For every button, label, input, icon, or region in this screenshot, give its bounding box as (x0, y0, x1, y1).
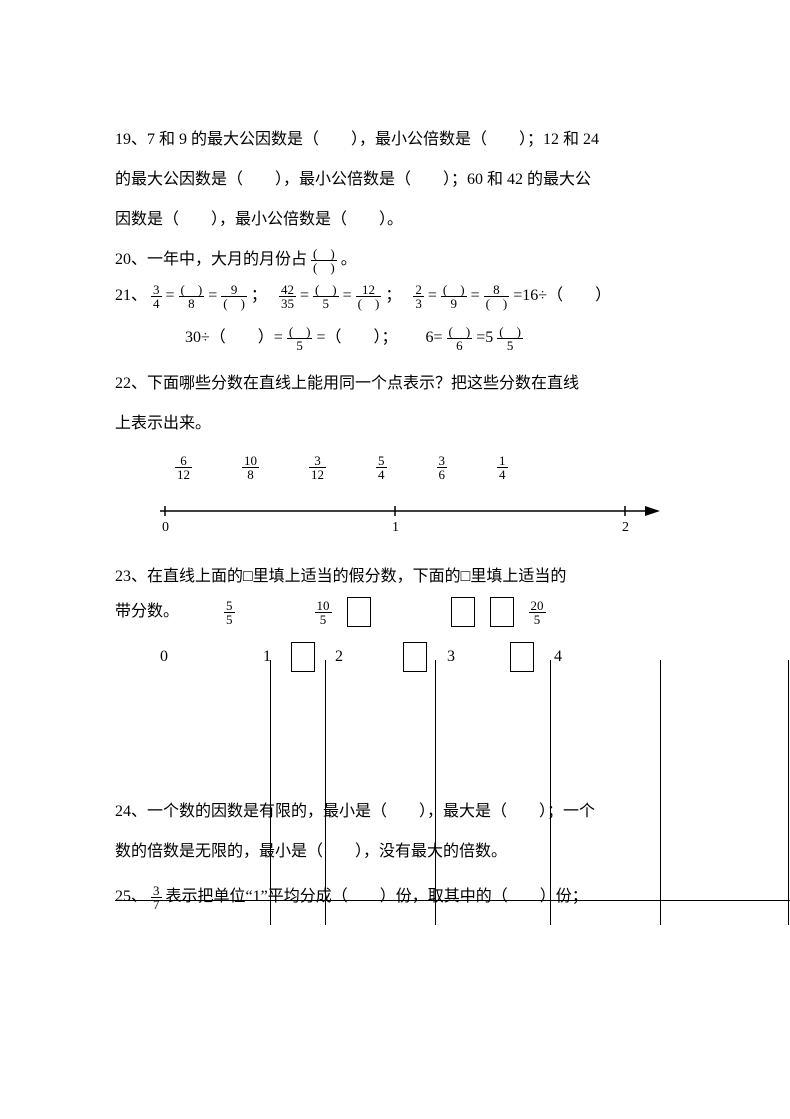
q19-line3: 因数是（ ），最小公倍数是（ ）。 (115, 200, 675, 240)
q23-top-row: 带分数。 55 105 205 (210, 597, 675, 627)
horizontal-line-artifact (115, 900, 790, 901)
q22-numberline: 0 1 2 (155, 496, 675, 552)
q24-line2: 数的倍数是无限的，最小是（ ），没有最大的倍数。 (115, 832, 675, 872)
q20: 20、一年中，大月的月份占 ( )( ) 。 (115, 240, 675, 280)
svg-text:2: 2 (622, 520, 629, 535)
q25: 25、 37 表示把单位“1”平均分成（ ）份，取其中的（ ）份； (115, 877, 675, 917)
blank-box[interactable] (403, 642, 427, 672)
q22-fractions: 612 108 312 54 36 14 (175, 454, 675, 481)
q21-line1: 21、 34 = ( )8 = 9( ) ； 4235 = ( )5 = 12(… (115, 280, 675, 312)
q19-line1: 19、7 和 9 的最大公因数是（ ），最小公倍数是（ ）；12 和 24 (115, 120, 675, 160)
q22-line1: 22、下面哪些分数在直线上能用同一个点表示？把这些分数在直线 (115, 364, 675, 404)
blank-box[interactable] (451, 597, 475, 627)
q21-line2: 30÷（ ）= ( )5 =（ ）； 6= ( )6 =5 ( )5 (185, 322, 675, 354)
q19-line2: 的最大公因数是（ ），最小公倍数是（ ）；60 和 42 的最大公 (115, 160, 675, 200)
q23-bottom-row: 0 1 2 3 4 (160, 642, 675, 672)
svg-text:0: 0 (162, 520, 169, 535)
blank-box[interactable] (490, 597, 514, 627)
q23-line1: 23、在直线上面的□里填上适当的假分数，下面的□里填上适当的 (115, 557, 675, 597)
q22-line2: 上表示出来。 (115, 404, 675, 444)
svg-text:1: 1 (392, 520, 399, 535)
blank-box[interactable] (347, 597, 371, 627)
blank-box[interactable] (510, 642, 534, 672)
q24-line1: 24、一个数的因数是有限的，最小是（ ），最大是（ ）；一个 (115, 792, 675, 832)
blank-box[interactable] (291, 642, 315, 672)
